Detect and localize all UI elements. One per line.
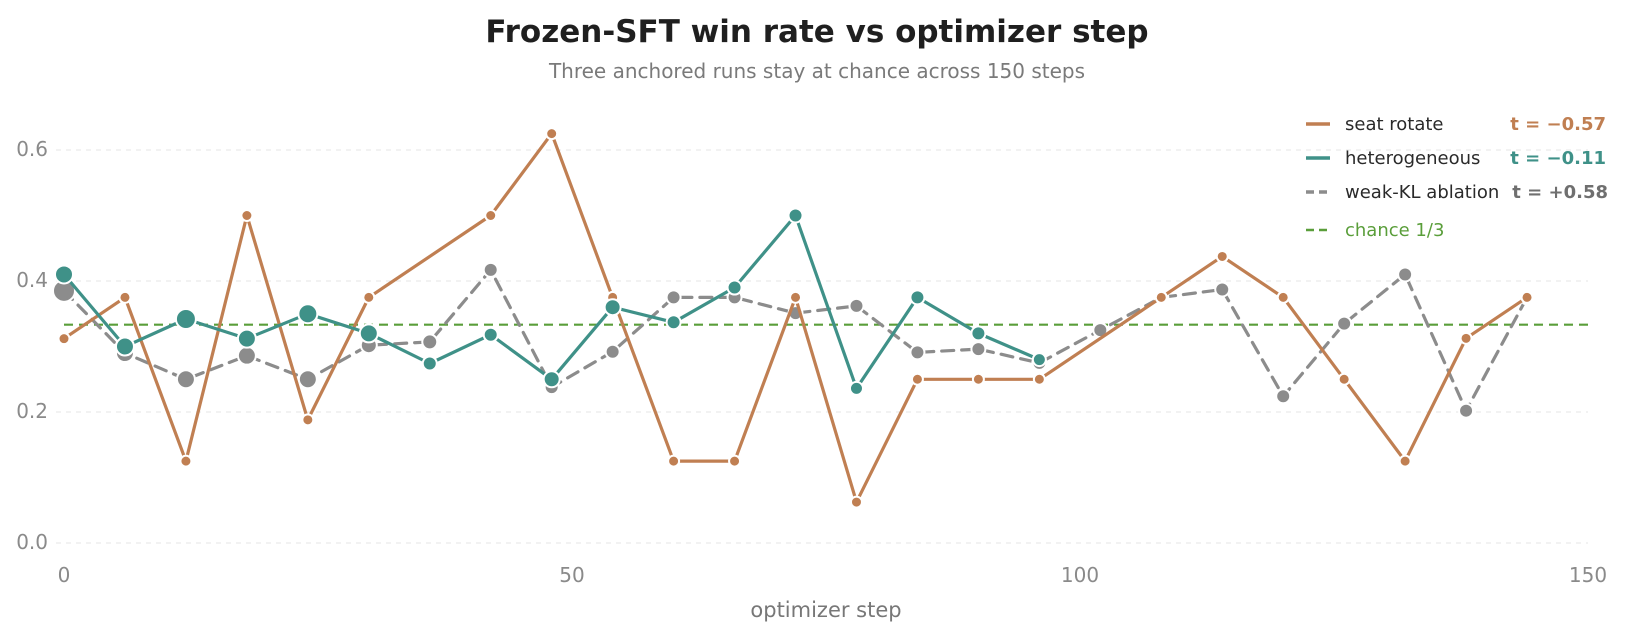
y-tick-label: 0.2 (16, 399, 48, 423)
data-point (910, 372, 924, 386)
y-tick-label: 0.4 (16, 268, 48, 292)
data-point (726, 279, 743, 296)
x-tick-label: 0 (58, 563, 71, 587)
data-point (1154, 290, 1168, 304)
data-point (1398, 454, 1412, 468)
data-point (545, 127, 559, 141)
data-point (603, 298, 622, 317)
data-point (909, 289, 926, 306)
legend-label-weak-kl: weak-KL ablation (1345, 182, 1499, 203)
data-point (787, 207, 804, 224)
legend-stat-heterogeneous: t = −0.11 (1510, 148, 1606, 169)
data-point (54, 264, 74, 285)
data-point (421, 333, 439, 351)
chart-title: Frozen-SFT win rate vs optimizer step (485, 14, 1148, 50)
x-axis-ticks: 0 50 100 150 (58, 563, 1607, 587)
series-heterogeneous (54, 207, 1047, 396)
data-point (728, 454, 742, 468)
chart-subtitle: Three anchored runs stay at chance acros… (548, 59, 1085, 83)
legend-label-heterogeneous: heterogeneous (1345, 148, 1480, 169)
data-point (849, 495, 863, 509)
data-point (971, 372, 985, 386)
data-point (362, 290, 376, 304)
x-axis-label: optimizer step (750, 598, 901, 622)
data-point (174, 307, 197, 330)
data-point (1275, 388, 1292, 405)
x-tick-label: 50 (559, 563, 584, 587)
data-point (1032, 372, 1046, 386)
legend-label-chance: chance 1/3 (1345, 220, 1444, 241)
data-point (665, 289, 682, 306)
data-point (179, 454, 193, 468)
legend-stat-weak-kl: t = +0.58 (1512, 182, 1608, 203)
data-point (301, 413, 315, 427)
data-point (297, 369, 318, 390)
y-axis-ticks: 0.6 0.4 0.2 0.0 (16, 137, 48, 554)
data-point (909, 344, 926, 361)
data-point (482, 326, 499, 343)
data-point (57, 332, 71, 346)
data-point (1337, 372, 1351, 386)
data-point (175, 369, 196, 390)
data-point (1520, 290, 1534, 304)
data-point (1459, 331, 1473, 345)
data-point (604, 343, 621, 360)
data-point (1031, 352, 1047, 368)
data-point (236, 328, 257, 349)
data-point (421, 355, 438, 372)
legend-stat-seat-rotate: t = −0.57 (1510, 114, 1606, 135)
series-seat-rotate (57, 127, 1534, 509)
data-point (240, 209, 254, 222)
series-weak-kl-ablation (52, 261, 1536, 419)
x-tick-label: 100 (1061, 563, 1099, 587)
series-layer (52, 127, 1536, 509)
data-point (1397, 266, 1414, 283)
data-point (1336, 315, 1353, 332)
data-point (789, 290, 803, 304)
data-point (848, 380, 864, 396)
data-point (118, 290, 132, 304)
data-point (482, 261, 499, 278)
y-tick-label: 0.0 (16, 530, 48, 554)
data-point (114, 336, 135, 357)
data-point (1215, 249, 1229, 263)
y-tick-label: 0.6 (16, 137, 48, 161)
data-point (970, 341, 987, 358)
data-point (358, 323, 379, 344)
data-point (970, 325, 987, 342)
data-point (667, 454, 681, 468)
data-point (542, 370, 561, 389)
data-point (297, 303, 319, 325)
data-point (1276, 290, 1290, 304)
data-point (1458, 402, 1475, 419)
x-tick-label: 150 (1569, 563, 1607, 587)
data-point (1214, 281, 1231, 298)
data-point (665, 314, 682, 331)
data-point (848, 297, 865, 314)
data-point (236, 345, 257, 366)
data-point (484, 209, 498, 222)
legend: seat rotate t = −0.57 heterogeneous t = … (1306, 114, 1608, 241)
legend-label-seat-rotate: seat rotate (1345, 114, 1444, 135)
